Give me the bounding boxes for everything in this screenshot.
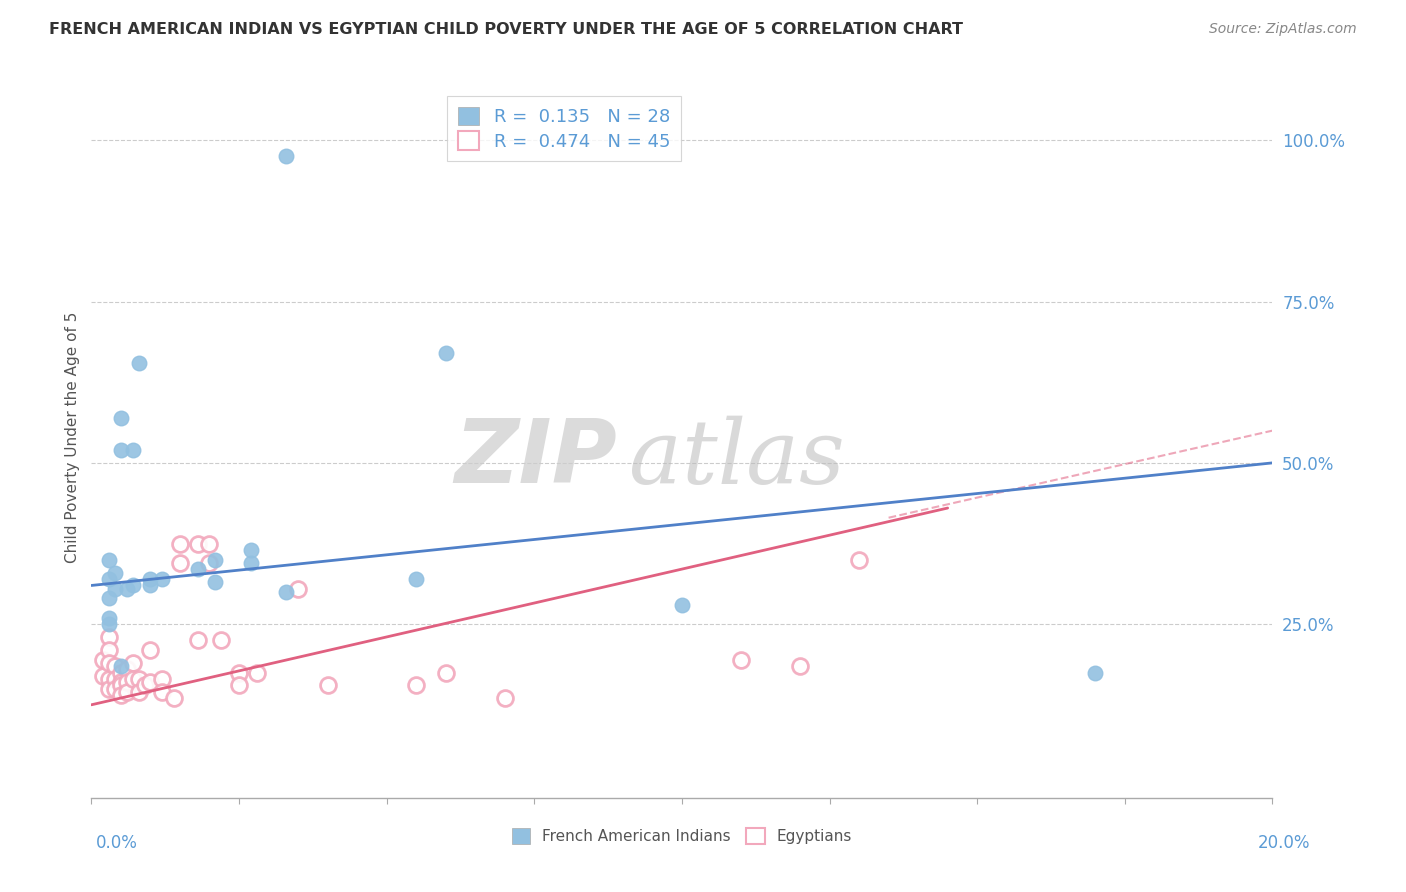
Point	[98, 630, 121, 644]
Point	[121, 656, 143, 670]
Point	[98, 617, 121, 632]
Point	[150, 685, 173, 699]
Point	[115, 675, 138, 690]
Point	[494, 691, 516, 706]
Point	[239, 556, 262, 570]
Point	[121, 672, 143, 686]
Point	[91, 653, 114, 667]
Point	[1084, 665, 1107, 680]
Point	[110, 665, 132, 680]
Text: ZIP: ZIP	[454, 416, 617, 502]
Point	[316, 678, 339, 692]
Point	[198, 536, 221, 550]
Point	[134, 678, 156, 692]
Point	[139, 572, 162, 586]
Point	[104, 681, 127, 696]
Point	[115, 685, 138, 699]
Point	[110, 410, 132, 425]
Point	[104, 582, 127, 596]
Point	[239, 543, 262, 558]
Point	[98, 572, 121, 586]
Text: 0.0%: 0.0%	[96, 834, 138, 852]
Text: 20.0%: 20.0%	[1258, 834, 1310, 852]
Point	[115, 582, 138, 596]
Point	[276, 149, 298, 163]
Point	[110, 675, 132, 690]
Point	[110, 688, 132, 702]
Point	[246, 665, 269, 680]
Point	[121, 442, 143, 457]
Point	[405, 678, 427, 692]
Point	[187, 633, 209, 648]
Point	[671, 598, 693, 612]
Point	[139, 675, 162, 690]
Point	[276, 585, 298, 599]
Point	[98, 672, 121, 686]
Text: FRENCH AMERICAN INDIAN VS EGYPTIAN CHILD POVERTY UNDER THE AGE OF 5 CORRELATION : FRENCH AMERICAN INDIAN VS EGYPTIAN CHILD…	[49, 22, 963, 37]
Point	[98, 611, 121, 625]
Point	[169, 536, 191, 550]
Point	[128, 685, 150, 699]
Point	[128, 356, 150, 370]
Point	[187, 562, 209, 576]
Point	[209, 633, 232, 648]
Point	[434, 346, 457, 360]
Point	[730, 653, 752, 667]
Point	[104, 672, 127, 686]
Point	[150, 572, 173, 586]
Point	[405, 572, 427, 586]
Point	[434, 665, 457, 680]
Point	[115, 662, 138, 676]
Text: Source: ZipAtlas.com: Source: ZipAtlas.com	[1209, 22, 1357, 37]
Point	[287, 582, 309, 596]
Point	[110, 659, 132, 673]
Point	[98, 681, 121, 696]
Text: atlas: atlas	[628, 416, 845, 502]
Point	[110, 442, 132, 457]
Point	[104, 659, 127, 673]
Point	[104, 566, 127, 580]
Point	[121, 578, 143, 592]
Point	[163, 691, 186, 706]
Point	[204, 575, 226, 590]
Point	[150, 672, 173, 686]
Point	[91, 669, 114, 683]
Point	[204, 552, 226, 566]
Point	[228, 665, 250, 680]
Legend: French American Indians, Egyptians: French American Indians, Egyptians	[505, 821, 859, 852]
Point	[98, 552, 121, 566]
Point	[789, 659, 811, 673]
Point	[128, 672, 150, 686]
Point	[98, 643, 121, 657]
Point	[198, 556, 221, 570]
Point	[139, 643, 162, 657]
Point	[848, 552, 870, 566]
Point	[98, 656, 121, 670]
Point	[110, 678, 132, 692]
Point	[98, 591, 121, 606]
Point	[139, 578, 162, 592]
Point	[228, 678, 250, 692]
Point	[169, 556, 191, 570]
Y-axis label: Child Poverty Under the Age of 5: Child Poverty Under the Age of 5	[65, 311, 80, 563]
Point	[187, 536, 209, 550]
